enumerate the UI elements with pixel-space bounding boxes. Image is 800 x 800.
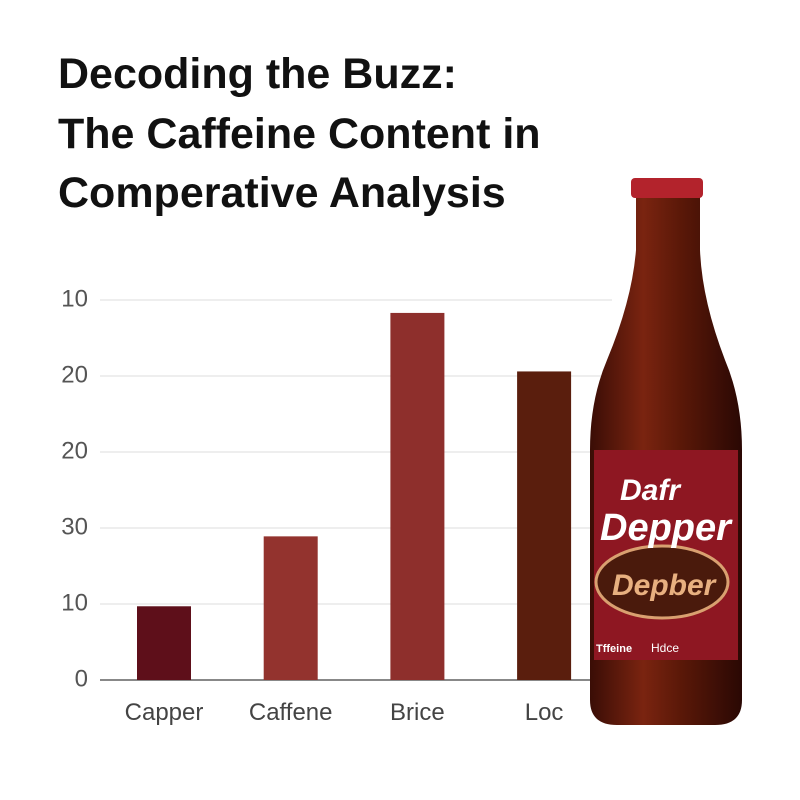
chart: 0 10 30 20 20 10 Capper Caffene Brice Loc bbox=[61, 285, 612, 726]
bar bbox=[263, 536, 318, 680]
label-text: Depper bbox=[600, 507, 733, 549]
title-line: The Caffeine Content in bbox=[58, 110, 541, 158]
x-tick-label: Caffene bbox=[249, 699, 333, 726]
x-tick-label: Brice bbox=[390, 699, 445, 726]
bottle: Dafr Depper Depber Tffeine Hdce bbox=[590, 178, 742, 725]
title-line: Decoding the Buzz: bbox=[58, 50, 457, 98]
y-tick-label: 10 bbox=[61, 285, 88, 312]
y-tick-label: 20 bbox=[61, 361, 88, 388]
bar bbox=[137, 606, 191, 680]
label-text: Tffeine bbox=[596, 643, 632, 655]
label-text: Dafr bbox=[620, 474, 682, 507]
x-tick-label: Capper bbox=[125, 699, 204, 726]
y-tick-label: 0 bbox=[75, 665, 88, 692]
label-text: Depber bbox=[612, 569, 718, 602]
y-tick-label: 20 bbox=[61, 437, 88, 464]
label-text: Hdce bbox=[651, 641, 679, 655]
y-tick-label: 30 bbox=[61, 513, 88, 540]
bottle-cap bbox=[631, 178, 703, 198]
label-oval bbox=[594, 544, 730, 620]
y-tick-label: 10 bbox=[61, 589, 88, 616]
x-tick-label: Loc bbox=[525, 699, 564, 726]
bar bbox=[517, 371, 572, 680]
title-line: Comperative Analysis bbox=[58, 169, 506, 217]
bar bbox=[390, 312, 445, 680]
